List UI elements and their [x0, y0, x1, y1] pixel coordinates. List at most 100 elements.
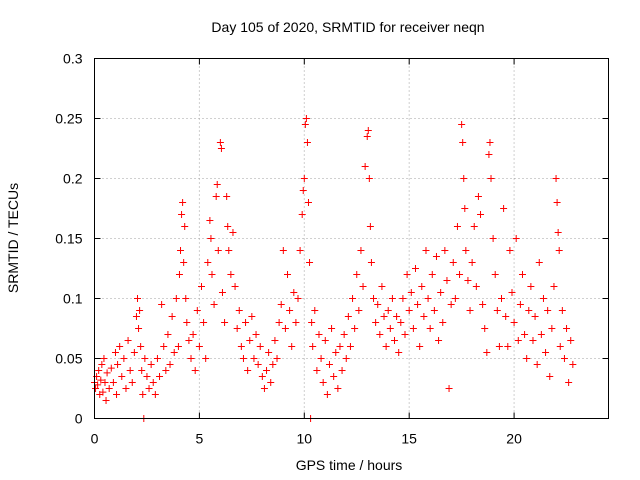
- data-point-marker: [94, 381, 102, 389]
- y-tick-label: 0.15: [55, 231, 82, 247]
- data-point-marker: [130, 349, 138, 356]
- data-point-marker: [533, 361, 541, 368]
- data-point-marker: [459, 139, 467, 146]
- data-point-marker: [151, 391, 159, 398]
- data-point-marker: [569, 361, 577, 368]
- y-axis-label: SRMTID / TECUs: [5, 183, 21, 293]
- data-point-marker: [277, 301, 285, 308]
- y-tick-label: 0: [75, 411, 83, 427]
- data-point-marker: [445, 385, 453, 392]
- x-tick-label: 5: [195, 431, 203, 447]
- data-point-marker: [284, 271, 292, 278]
- y-tick-label: 0.25: [55, 111, 82, 127]
- data-point-marker: [502, 313, 510, 320]
- data-point-marker: [414, 301, 422, 308]
- data-point-marker: [508, 289, 516, 296]
- data-point-marker: [231, 283, 239, 290]
- data-point-marker: [365, 175, 373, 182]
- data-point-marker: [514, 337, 522, 344]
- data-point-marker: [411, 265, 419, 272]
- data-point-marker: [313, 367, 321, 374]
- data-point-marker: [298, 211, 306, 218]
- data-point-marker: [100, 355, 108, 362]
- data-point-marker: [349, 295, 357, 302]
- data-point-marker: [544, 307, 552, 314]
- data-point-marker: [92, 385, 100, 392]
- data-point-marker: [303, 139, 311, 146]
- data-point-marker: [555, 247, 563, 254]
- data-point-marker: [353, 271, 361, 278]
- data-point-marker: [101, 379, 109, 386]
- data-point-marker: [521, 331, 529, 338]
- data-point-marker: [367, 259, 375, 266]
- data-point-marker: [189, 331, 197, 338]
- data-point-marker: [535, 259, 543, 266]
- data-point-marker: [342, 355, 350, 362]
- data-point-marker: [200, 319, 208, 326]
- data-point-marker: [145, 385, 153, 392]
- data-point-marker: [216, 139, 224, 146]
- data-point-marker: [103, 369, 111, 377]
- data-point-marker: [416, 343, 424, 350]
- data-point-marker: [187, 355, 195, 362]
- data-point-marker: [250, 355, 258, 362]
- data-point-marker: [172, 295, 180, 302]
- data-point-marker: [376, 331, 384, 338]
- data-point-marker: [275, 319, 283, 326]
- data-point-marker: [168, 313, 176, 320]
- data-point-marker: [474, 193, 482, 200]
- data-point-marker: [153, 355, 161, 362]
- data-point-marker: [361, 163, 369, 170]
- data-point-marker: [338, 367, 346, 374]
- data-point-marker: [126, 367, 134, 374]
- data-point-marker: [258, 373, 266, 380]
- x-tick-labels: 0 5 10 15 20: [91, 431, 522, 447]
- data-point-marker: [137, 343, 145, 350]
- data-point-marker: [183, 319, 191, 326]
- data-point-marker: [143, 373, 151, 380]
- data-point-marker: [430, 307, 438, 314]
- data-point-marker: [359, 283, 367, 290]
- data-point-marker: [128, 379, 136, 386]
- data-point-marker: [224, 223, 232, 230]
- data-point-marker: [301, 121, 309, 128]
- data-point-marker: [254, 361, 262, 368]
- data-point-marker: [113, 391, 121, 398]
- data-point-marker: [221, 319, 229, 326]
- data-point-marker: [495, 343, 503, 350]
- data-point-marker: [98, 361, 106, 368]
- data-point-marker: [267, 379, 275, 386]
- data-point-marker: [391, 337, 399, 344]
- data-point-marker: [309, 343, 317, 350]
- data-point-marker: [546, 373, 554, 380]
- data-point-marker: [407, 289, 415, 296]
- data-point-marker: [160, 343, 168, 350]
- data-point-marker: [180, 259, 188, 266]
- data-point-marker: [466, 307, 474, 314]
- data-point-marker: [523, 355, 531, 362]
- data-point-marker: [334, 385, 342, 392]
- data-point-marker: [179, 199, 187, 206]
- data-point-marker: [441, 247, 449, 254]
- data-point-marker: [95, 367, 103, 374]
- data-point-marker: [279, 247, 287, 254]
- y-tick-label: 0.1: [63, 291, 83, 307]
- data-point-marker: [364, 127, 372, 134]
- data-point-marker: [132, 313, 140, 320]
- data-point-marker: [256, 343, 264, 350]
- data-point-marker: [498, 295, 506, 302]
- axis-ticks: [94, 58, 609, 419]
- data-point-marker: [418, 283, 426, 290]
- data-point-marker: [388, 295, 396, 302]
- data-point-marker: [208, 271, 216, 278]
- data-point-marker: [330, 373, 338, 380]
- data-point-marker: [372, 319, 380, 326]
- data-point-marker: [218, 289, 226, 296]
- data-point-marker: [403, 271, 411, 278]
- data-point-marker: [233, 325, 241, 332]
- data-point-marker: [296, 247, 304, 254]
- data-point-marker: [323, 391, 331, 398]
- data-point-marker: [378, 283, 386, 290]
- data-point-marker: [437, 289, 445, 296]
- x-axis-label: GPS time / hours: [296, 457, 403, 473]
